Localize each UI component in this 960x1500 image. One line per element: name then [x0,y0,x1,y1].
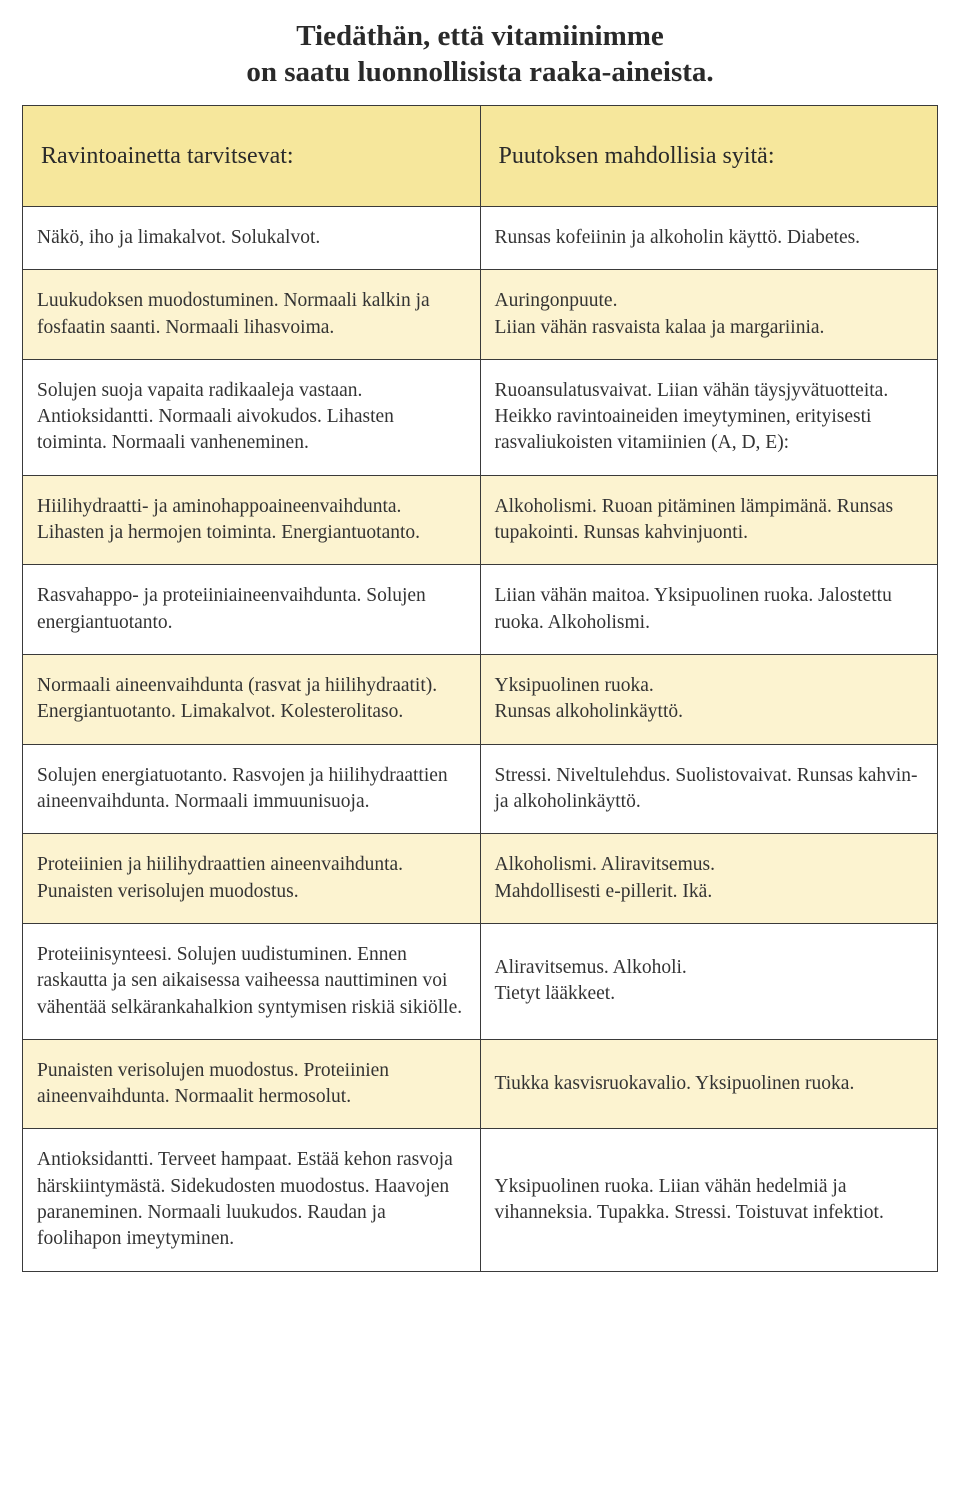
table-row: Luukudoksen muodostuminen. Normaali kalk… [23,270,938,360]
title-line-2: on saatu luonnollisista raaka-aineista. [246,56,713,88]
cell-deficiency-cause: Alkoholismi. Aliravitsemus.Mahdollisesti… [480,834,938,924]
cell-nutrient-need: Punaisten verisolujen muodostus. Proteii… [23,1039,481,1129]
cell-deficiency-cause: Alkoholismi. Ruoan pitäminen lämpimänä. … [480,475,938,565]
cell-nutrient-need: Solujen suoja vapaita radikaaleja vastaa… [23,359,481,475]
header-left: Ravintoainetta tarvitsevat: [23,105,481,206]
table-row: Rasvahappo- ja proteiiniaineenvaihdunta.… [23,565,938,655]
cell-deficiency-cause: Runsas kofeiinin ja alkoholin käyttö. Di… [480,206,938,269]
table-header-row: Ravintoainetta tarvitsevat: Puutoksen ma… [23,105,938,206]
cell-nutrient-need: Proteiinien ja hiilihydraattien aineenva… [23,834,481,924]
table-row: Solujen energiatuotanto. Rasvojen ja hii… [23,744,938,834]
cell-deficiency-cause: Yksipuolinen ruoka.Runsas alkoholinkäytt… [480,655,938,745]
cell-deficiency-cause: Liian vähän maitoa. Yksipuolinen ruoka. … [480,565,938,655]
table-row: Näkö, iho ja limakalvot. Solukalvot.Runs… [23,206,938,269]
table-row: Proteiinisynteesi. Solujen uudistuminen.… [23,923,938,1039]
table-body: Näkö, iho ja limakalvot. Solukalvot.Runs… [23,206,938,1271]
nutrient-table: Ravintoainetta tarvitsevat: Puutoksen ma… [22,105,938,1272]
cell-deficiency-cause: Ruoansulatusvaivat. Liian vähän täysjyvä… [480,359,938,475]
cell-nutrient-need: Hiilihydraatti- ja aminohappoaineenvaihd… [23,475,481,565]
cell-nutrient-need: Antioksidantti. Terveet hampaat. Estää k… [23,1129,481,1271]
table-row: Punaisten verisolujen muodostus. Proteii… [23,1039,938,1129]
cell-nutrient-need: Luukudoksen muodostuminen. Normaali kalk… [23,270,481,360]
cell-nutrient-need: Rasvahappo- ja proteiiniaineenvaihdunta.… [23,565,481,655]
cell-deficiency-cause: Yksipuolinen ruoka. Liian vähän hedelmiä… [480,1129,938,1271]
document-page: Tiedäthän, että vitamiinimme on saatu lu… [0,0,960,1302]
header-right: Puutoksen mahdollisia syitä: [480,105,938,206]
table-row: Solujen suoja vapaita radikaaleja vastaa… [23,359,938,475]
table-row: Antioksidantti. Terveet hampaat. Estää k… [23,1129,938,1271]
cell-deficiency-cause: Tiukka kasvisruokavalio. Yksipuolinen ru… [480,1039,938,1129]
title-line-1: Tiedäthän, että vitamiinimme [296,20,664,52]
page-title: Tiedäthän, että vitamiinimme on saatu lu… [22,18,938,91]
cell-deficiency-cause: Stressi. Niveltulehdus. Suolistovaivat. … [480,744,938,834]
cell-nutrient-need: Näkö, iho ja limakalvot. Solukalvot. [23,206,481,269]
table-row: Proteiinien ja hiilihydraattien aineenva… [23,834,938,924]
cell-deficiency-cause: Auringonpuute.Liian vähän rasvaista kala… [480,270,938,360]
cell-nutrient-need: Proteiinisynteesi. Solujen uudistuminen.… [23,923,481,1039]
cell-nutrient-need: Normaali aineenvaihdunta (rasvat ja hiil… [23,655,481,745]
table-row: Normaali aineenvaihdunta (rasvat ja hiil… [23,655,938,745]
table-row: Hiilihydraatti- ja aminohappoaineenvaihd… [23,475,938,565]
cell-nutrient-need: Solujen energiatuotanto. Rasvojen ja hii… [23,744,481,834]
cell-deficiency-cause: Aliravitsemus. Alkoholi.Tietyt lääkkeet. [480,923,938,1039]
